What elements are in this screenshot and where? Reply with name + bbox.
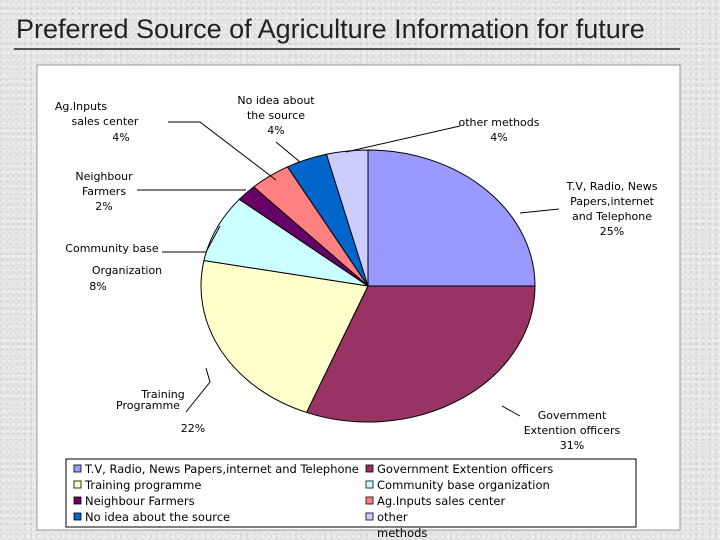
slice-label: No idea about the source 4%: [237, 94, 315, 137]
legend-label: T.V, Radio, News Papers,internet and Tel…: [84, 462, 359, 476]
legend-label: Training programme: [84, 478, 201, 492]
legend-swatch: [365, 480, 374, 489]
slice-label: Community base Organization 8%: [65, 242, 162, 293]
legend-swatch: [73, 480, 82, 489]
legend-label: No idea about the source: [85, 510, 230, 524]
leader-line: [162, 225, 221, 253]
pie-slice: [305, 285, 536, 423]
title-rule: [14, 48, 680, 50]
legend: T.V, Radio, News Papers,internet and Tel…: [65, 458, 637, 540]
legend-swatch: [365, 496, 374, 505]
slice-label: Ag.Inputs sales center 4%: [55, 100, 139, 144]
slice-label: Government Extention officers 31%: [524, 409, 621, 452]
legend-box: [65, 458, 637, 528]
legend-label: Community base organization: [377, 478, 550, 492]
slice-labels: T.V, Radio, News Papers,internet and Telep…: [55, 94, 658, 452]
slice-label: Training Programme22%: [116, 388, 205, 435]
slice-label: T.V, Radio, News Papers,internet and Telep…: [565, 180, 657, 238]
leader-lines: [137, 121, 560, 417]
legend-swatch: [365, 464, 374, 473]
legend-swatch: [73, 496, 82, 505]
legend-swatch: [365, 512, 374, 521]
pie-slice: [367, 149, 536, 287]
pie-slice: [325, 149, 369, 287]
leader-line: [185, 367, 211, 413]
leader-line: [519, 208, 560, 214]
leader-line: [275, 141, 301, 163]
legend-swatch: [73, 464, 82, 473]
leader-line: [168, 121, 277, 181]
pie-slices: [200, 149, 536, 423]
slide-title: Preferred Source of Agriculture Informat…: [16, 14, 645, 44]
legend-swatch: [73, 512, 82, 521]
legend-label: other methods: [377, 510, 427, 540]
slice-label: other methods 4%: [458, 116, 539, 144]
slice-label: Neighbour Farmers 2%: [75, 170, 133, 213]
leader-line: [501, 405, 521, 417]
pie-slice: [200, 259, 369, 414]
legend-label: Government Extention officers: [377, 462, 553, 476]
legend-label: Ag.Inputs sales center: [377, 494, 505, 508]
leader-line: [345, 125, 461, 153]
legend-label: Neighbour Farmers: [85, 494, 195, 508]
